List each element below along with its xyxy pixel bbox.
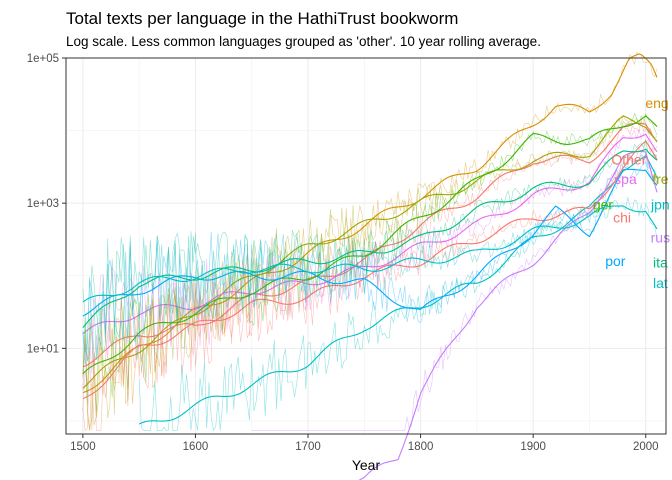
series-label-rus: rus [651, 229, 670, 245]
series-line-por [82, 168, 658, 317]
x-tick-label: 1500 [70, 441, 96, 453]
series-raw-spa [82, 128, 658, 391]
series-raw-rus [251, 150, 658, 431]
series-raw-chi [82, 140, 658, 431]
x-tick-label: 1600 [183, 441, 209, 453]
series-label-eng: eng [645, 95, 668, 111]
chart-title: Total texts per language in the HathiTru… [66, 9, 458, 28]
series-line-rus [358, 150, 658, 480]
series-label-jpn: jpn [650, 197, 670, 213]
series-label-spa: spa [614, 171, 637, 187]
series-label-por: por [605, 253, 626, 269]
series-label-ita: ita [653, 255, 668, 271]
x-axis-title: Year [352, 457, 381, 473]
series-label-lat: lat [653, 275, 668, 291]
series-line-fre [82, 115, 658, 389]
series-label-ger: ger [593, 197, 614, 213]
series-raw-por [82, 161, 658, 365]
series-raw-lat [82, 197, 658, 357]
series-label-chi: chi [613, 210, 631, 226]
series-line-chi [82, 140, 658, 400]
y-tick-label: 1e+05 [27, 53, 59, 65]
panel-border [65, 57, 667, 435]
series-line-ger [82, 115, 658, 375]
series-raw-ger [82, 112, 658, 412]
series-label-fre: fre [652, 171, 669, 187]
series-raw-eng [82, 51, 658, 431]
series-line-lat [82, 205, 658, 303]
y-tick-label: 1e+03 [27, 198, 59, 210]
series-line-spa [82, 133, 658, 335]
x-tick-label: 1700 [295, 441, 321, 453]
series-line-jpn [138, 155, 658, 425]
x-tick-label: 1800 [408, 441, 434, 453]
x-tick-label: 1900 [520, 441, 546, 453]
series-line-Other [82, 122, 658, 368]
chart-subtitle: Log scale. Less common languages grouped… [66, 34, 541, 49]
x-tick-label: 2000 [633, 441, 659, 453]
series-line-ita [82, 148, 658, 329]
y-tick-label: 1e+01 [27, 343, 59, 355]
series-raw-jpn [138, 153, 658, 432]
series-label-Other: Other [611, 152, 646, 168]
series-raw-ita [82, 139, 658, 362]
